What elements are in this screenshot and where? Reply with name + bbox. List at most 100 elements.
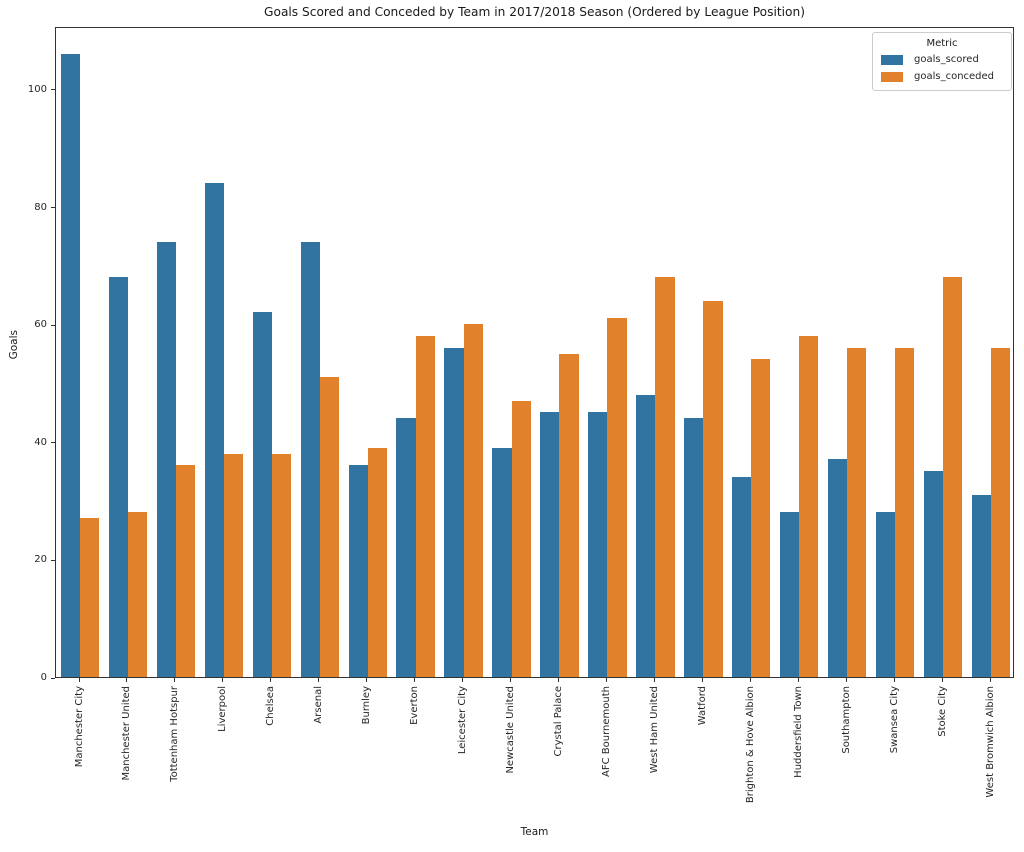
bar-goals_scored	[780, 512, 800, 677]
x-tick-label: Crystal Palace	[553, 686, 564, 757]
bar-goals_conceded	[943, 277, 963, 677]
y-tick-mark	[51, 677, 55, 679]
y-tick-label: 60	[34, 319, 47, 331]
bar-goals_scored	[444, 347, 464, 677]
bar-goals_scored	[60, 53, 80, 677]
x-tick-label: Chelsea	[265, 686, 277, 726]
y-tick-label: 0	[40, 672, 47, 683]
x-tick-mark	[845, 678, 847, 682]
bar-goals_scored	[588, 412, 608, 677]
x-tick-label: Tottenham Hotspur	[169, 686, 181, 782]
x-tick-label: Manchester City	[73, 686, 85, 768]
bar-goals_conceded	[991, 347, 1011, 677]
legend-item-goals-scored: goals_scored	[879, 51, 1005, 68]
x-tick-mark	[749, 678, 751, 682]
x-tick-label: Liverpool	[217, 686, 229, 732]
x-tick-mark	[126, 678, 128, 682]
bar-goals_scored	[300, 241, 320, 677]
x-tick-mark	[510, 678, 511, 682]
bar-goals_conceded	[319, 377, 339, 677]
bar-goals_conceded	[175, 465, 196, 677]
x-tick-mark	[318, 678, 320, 682]
legend-title: Metric	[926, 38, 958, 49]
x-tick-label: Burnley	[361, 686, 373, 725]
y-tick-mark	[51, 89, 55, 91]
plot-area	[55, 27, 1014, 678]
bar-goals_conceded	[559, 353, 579, 677]
x-tick-mark	[366, 678, 368, 682]
x-tick-mark	[941, 678, 943, 682]
bar-goals_conceded	[271, 453, 291, 677]
y-tick-mark	[51, 559, 55, 561]
x-axis-label: Team	[520, 826, 549, 838]
bar-goals_scored	[684, 418, 704, 677]
y-tick-label: 100	[27, 83, 47, 95]
x-tick-mark	[78, 678, 80, 682]
bar-goals_conceded	[127, 512, 148, 677]
x-tick-mark	[558, 678, 559, 682]
y-tick-mark	[51, 207, 55, 208]
bar-goals_conceded	[367, 447, 387, 677]
x-tick-label: Southampton	[840, 686, 852, 754]
y-tick-mark	[51, 442, 55, 444]
x-tick-mark	[989, 678, 991, 682]
bar-goals_conceded	[463, 324, 483, 677]
x-tick-label: Newcastle United	[505, 686, 516, 774]
x-tick-mark	[270, 678, 272, 682]
bar-goals_scored	[923, 471, 944, 677]
bar-goals_conceded	[511, 400, 531, 677]
x-tick-mark	[701, 678, 703, 682]
bar-goals_conceded	[703, 300, 723, 677]
x-tick-mark	[222, 678, 224, 682]
x-tick-mark	[174, 678, 176, 682]
legend: Metric goals_scored goals_conceded	[872, 32, 1012, 91]
x-tick-label: Arsenal	[313, 686, 325, 724]
x-tick-mark	[653, 678, 655, 682]
bar-goals_conceded	[223, 453, 243, 677]
bar-goals_conceded	[415, 335, 435, 677]
bar-goals_scored	[108, 277, 128, 677]
bar-goals_scored	[396, 418, 416, 677]
y-tick-label: 80	[34, 201, 47, 213]
x-tick-label: Brighton & Hove Albion	[744, 686, 756, 804]
x-tick-label: Stoke City	[936, 686, 948, 737]
bar-goals_conceded	[79, 518, 100, 677]
bar-goals_scored	[252, 312, 272, 677]
x-tick-label: AFC Bournemouth	[600, 686, 612, 777]
bar-goals_scored	[348, 465, 368, 677]
bar-goals_scored	[492, 447, 512, 677]
x-tick-mark	[605, 678, 607, 682]
bar-goals_conceded	[751, 359, 771, 677]
x-tick-label: Swansea City	[888, 686, 900, 754]
y-axis-label: Goals	[8, 330, 20, 360]
x-tick-label: West Bromwich Albion	[984, 686, 996, 798]
bar-goals_scored	[204, 183, 224, 677]
x-tick-label: West Ham United	[648, 686, 660, 774]
bar-goals_scored	[732, 477, 752, 677]
x-tick-label: Everton	[409, 686, 421, 725]
x-tick-mark	[797, 678, 799, 682]
x-tick-mark	[893, 678, 895, 682]
chart-title: Goals Scored and Conceded by Team in 201…	[264, 5, 805, 19]
bar-goals_scored	[156, 241, 176, 677]
bar-goals_scored	[828, 459, 848, 677]
legend-label-goals-conceded: goals_conceded	[914, 71, 995, 82]
legend-label-goals-scored: goals_scored	[914, 54, 979, 65]
bar-goals_scored	[971, 494, 992, 677]
x-tick-label: Watford	[696, 686, 708, 726]
bar-goals_scored	[540, 412, 560, 677]
goals-conceded-swatch-icon	[881, 71, 903, 82]
x-tick-label: Leicester City	[457, 686, 469, 755]
x-tick-mark	[462, 678, 464, 682]
bar-goals_scored	[636, 394, 656, 677]
y-tick-label: 40	[34, 436, 47, 448]
legend-item-goals-conceded: goals_conceded	[879, 68, 1005, 85]
x-tick-mark	[414, 678, 416, 682]
x-tick-label: Huddersfield Town	[792, 686, 804, 778]
x-tick-label: Manchester United	[121, 686, 133, 781]
bar-goals_conceded	[895, 347, 915, 677]
bar-goals_conceded	[655, 277, 675, 677]
bar-goals_scored	[875, 512, 896, 677]
bar-goals_conceded	[847, 347, 867, 677]
